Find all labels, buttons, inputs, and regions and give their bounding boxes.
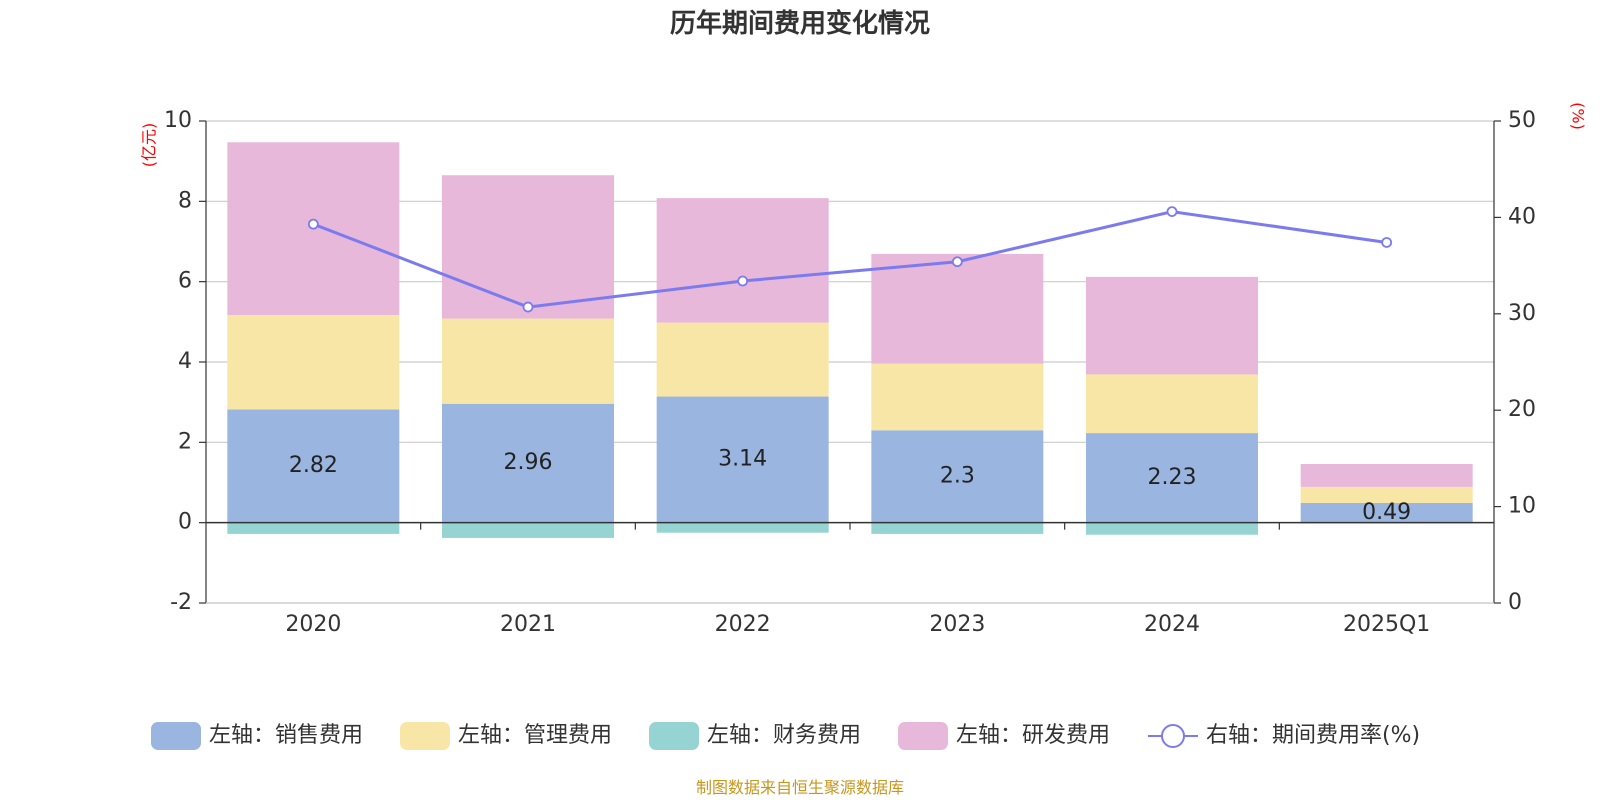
x-tick-label: 2023 <box>929 612 985 637</box>
x-tick-label: 2022 <box>715 612 771 637</box>
right-axis-unit: (%) <box>1569 102 1588 130</box>
bar-rnd-2022 <box>656 198 829 323</box>
left-tick-label: -2 <box>170 590 192 615</box>
bar-admin-2020 <box>227 315 400 410</box>
right-tick-label: 0 <box>1508 590 1522 615</box>
bar-admin-2021 <box>442 318 614 404</box>
plot-area: -2 0 2 4 6 8 10 0 10 20 30 40 50 2020 2021 2022 2023 2024… <box>164 108 1536 637</box>
data-label-sales: 3.14 <box>718 447 767 472</box>
bar-rnd-2021 <box>442 175 614 319</box>
bar-admin-2022 <box>656 322 829 397</box>
legend-label-rate: 右轴：期间费用率(%) <box>1206 723 1420 748</box>
data-label-sales: 2.96 <box>504 450 553 475</box>
bar-sales-2025Q1 <box>1300 502 1473 523</box>
data-label-sales: 0.49 <box>1362 500 1411 525</box>
bar-sales-2021 <box>442 403 614 523</box>
bar-rnd-2025Q1 <box>1300 464 1473 487</box>
data-label-sales: 2.82 <box>289 453 338 478</box>
left-tick-label: 6 <box>178 269 192 294</box>
x-tick-label: 2021 <box>500 612 556 637</box>
right-tick-label: 20 <box>1508 397 1536 422</box>
rate-line <box>312 210 1387 309</box>
rate-point-2023 <box>951 256 963 268</box>
x-tick-label: 2025Q1 <box>1343 612 1430 637</box>
source-note: 制图数据来自恒生聚源数据库 <box>696 778 904 797</box>
data-label-sales: 2.23 <box>1148 465 1197 490</box>
x-tick-label: 2024 <box>1144 612 1200 637</box>
right-tick-label: 30 <box>1508 301 1536 326</box>
bar-admin-2023 <box>871 363 1044 431</box>
bar-sales-2020 <box>227 409 400 523</box>
legend-swatch-admin <box>400 722 450 750</box>
chart-title: 历年期间费用变化情况 <box>670 8 930 39</box>
data-label-sales: 2.3 <box>940 463 975 488</box>
right-tick-label: 50 <box>1508 108 1536 133</box>
legend-swatch-rnd <box>898 722 948 750</box>
left-tick-label: 2 <box>178 429 192 454</box>
legend-swatch-sales <box>151 722 201 750</box>
legend-label-finance: 左轴：财务费用 <box>707 723 861 748</box>
legend-label-sales: 左轴：销售费用 <box>209 723 363 748</box>
left-tick-label: 0 <box>178 510 192 535</box>
rate-point-2024 <box>1166 206 1178 218</box>
left-tick-label: 4 <box>178 349 192 374</box>
right-tick-label: 10 <box>1508 494 1536 519</box>
left-axis-unit: (亿元) <box>140 123 159 168</box>
bar-finance-2021 <box>442 522 614 538</box>
rate-point-2020 <box>307 218 319 230</box>
rate-point-2025Q1 <box>1381 237 1393 248</box>
bar-rnd-2023 <box>871 253 1044 364</box>
right-tick-label: 40 <box>1508 204 1536 229</box>
bar-finance-2023 <box>871 522 1044 534</box>
legend-label-rnd: 左轴：研发费用 <box>956 723 1110 748</box>
rate-point-2022 <box>737 275 749 287</box>
legend: 左轴：销售费用 左轴：管理费用 左轴：财务费用 左轴：研发费用 右轴：期间费用率(%) <box>151 722 1420 750</box>
bar-finance-2024 <box>1086 522 1258 535</box>
bar-sales-2022 <box>656 396 829 523</box>
bar-finance-2022 <box>656 522 829 533</box>
legend-label-admin: 左轴：管理费用 <box>458 723 612 748</box>
left-tick-label: 10 <box>164 108 192 133</box>
bar-admin-2025Q1 <box>1300 486 1473 503</box>
bar-sales-2024 <box>1086 433 1258 523</box>
bar-finance-2020 <box>227 522 400 534</box>
legend-marker-rate <box>1161 724 1185 748</box>
bar-rnd-2024 <box>1086 276 1258 375</box>
x-tick-label: 2020 <box>285 612 341 637</box>
bar-admin-2024 <box>1086 374 1258 434</box>
legend-swatch-finance <box>649 722 699 750</box>
bar-sales-2023 <box>871 430 1044 523</box>
left-tick-label: 8 <box>178 188 192 213</box>
rate-point-2021 <box>522 301 534 313</box>
